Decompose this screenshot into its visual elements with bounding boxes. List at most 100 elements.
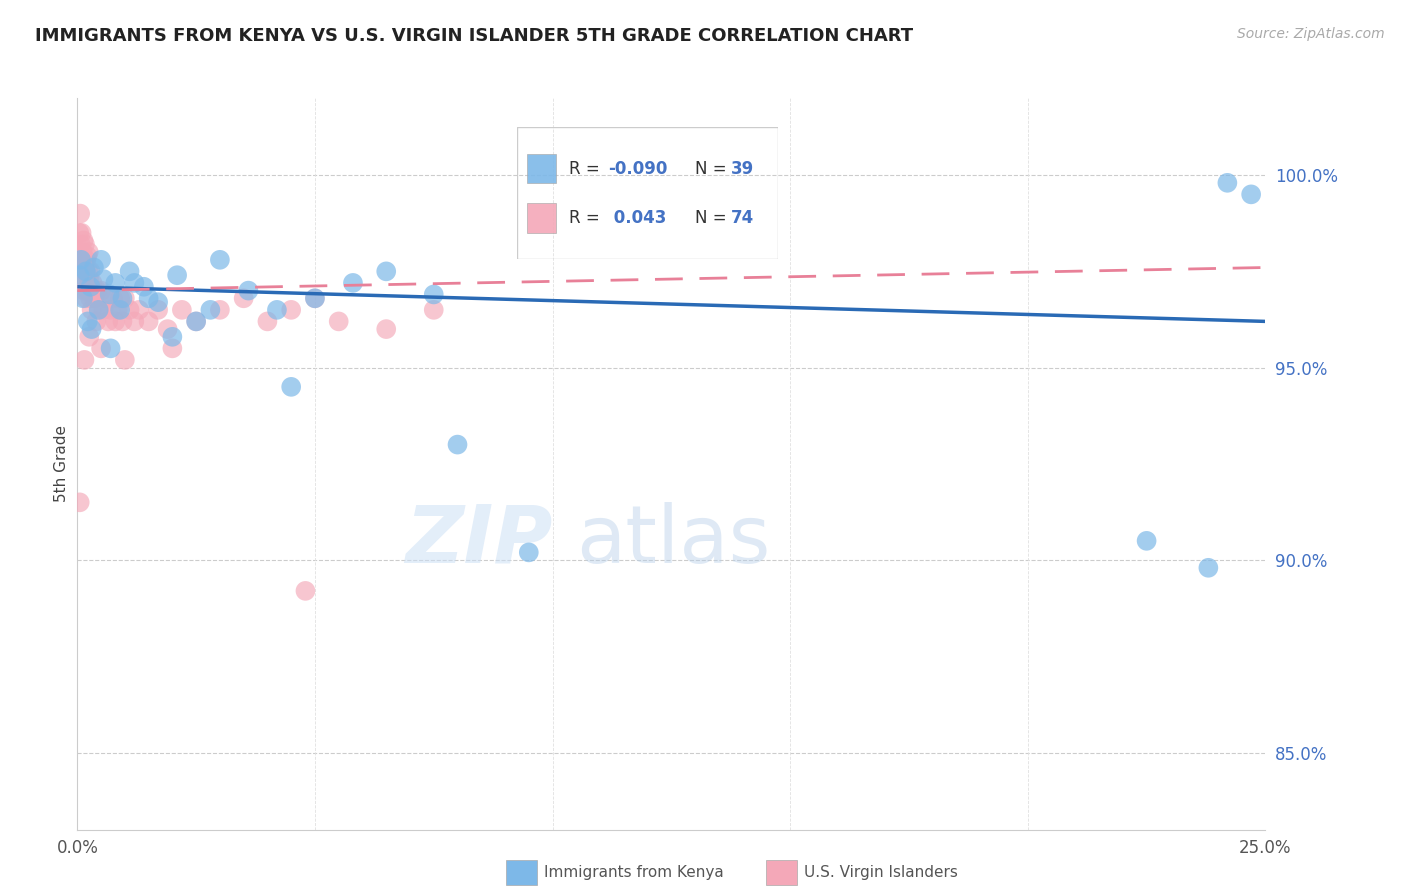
Point	[304, 291, 326, 305]
Point	[73, 252, 96, 267]
Point	[87, 302, 110, 317]
Point	[108, 291, 131, 305]
Point	[76, 249, 98, 263]
Point	[98, 287, 121, 301]
Point	[76, 284, 98, 298]
Point	[138, 314, 160, 328]
Point	[97, 314, 120, 328]
Point	[70, 252, 93, 267]
Point	[79, 279, 101, 293]
Point	[162, 330, 184, 344]
Point	[166, 268, 188, 283]
Point	[118, 264, 141, 278]
Point	[70, 264, 93, 278]
Point	[280, 380, 302, 394]
Point	[200, 302, 222, 317]
Point	[67, 226, 90, 240]
Text: ZIP: ZIP	[405, 502, 553, 580]
Point	[375, 322, 398, 336]
Point	[83, 260, 105, 275]
Point	[72, 245, 94, 260]
Point	[423, 302, 446, 317]
Point	[132, 279, 155, 293]
Point	[72, 234, 94, 248]
Point	[73, 284, 96, 298]
Point	[1240, 187, 1263, 202]
Point	[77, 264, 100, 278]
Point	[1197, 561, 1219, 575]
Point	[101, 291, 124, 305]
Point	[100, 342, 122, 356]
Point	[114, 291, 136, 305]
Text: atlas: atlas	[576, 502, 770, 580]
Point	[73, 237, 96, 252]
Text: Source: ZipAtlas.com: Source: ZipAtlas.com	[1237, 27, 1385, 41]
Point	[70, 252, 93, 267]
Point	[75, 264, 97, 278]
Point	[328, 314, 350, 328]
Point	[69, 206, 91, 220]
Point	[83, 291, 105, 305]
Text: Immigrants from Kenya: Immigrants from Kenya	[544, 865, 724, 880]
Point	[111, 314, 134, 328]
Text: IMMIGRANTS FROM KENYA VS U.S. VIRGIN ISLANDER 5TH GRADE CORRELATION CHART: IMMIGRANTS FROM KENYA VS U.S. VIRGIN ISL…	[35, 27, 914, 45]
Point	[87, 302, 110, 317]
Point	[208, 252, 231, 267]
Point	[75, 252, 97, 267]
Point	[114, 352, 136, 367]
Point	[342, 276, 364, 290]
Point	[111, 291, 134, 305]
Point	[93, 302, 115, 317]
Point	[76, 276, 98, 290]
Point	[375, 264, 398, 278]
Point	[162, 342, 184, 356]
Point	[82, 276, 104, 290]
Point	[423, 287, 446, 301]
Point	[86, 284, 108, 298]
Point	[446, 437, 468, 451]
Point	[1216, 176, 1239, 190]
Point	[90, 284, 112, 298]
Point	[77, 245, 100, 260]
Point	[186, 314, 208, 328]
Point	[232, 291, 254, 305]
Point	[146, 302, 169, 317]
Point	[118, 302, 141, 317]
Point	[93, 272, 115, 286]
Point	[79, 291, 101, 305]
Point	[72, 276, 94, 290]
Point	[107, 302, 129, 317]
Point	[80, 302, 103, 317]
Point	[69, 495, 91, 509]
Point	[67, 245, 90, 260]
Point	[186, 314, 208, 328]
Point	[73, 352, 96, 367]
Point	[84, 284, 107, 298]
Point	[294, 583, 316, 598]
Point	[70, 226, 93, 240]
Point	[90, 252, 112, 267]
Point	[146, 295, 169, 310]
Point	[90, 342, 112, 356]
Point	[304, 291, 326, 305]
Point	[75, 291, 97, 305]
Text: U.S. Virgin Islanders: U.S. Virgin Islanders	[804, 865, 957, 880]
Point	[266, 302, 288, 317]
Point	[77, 272, 100, 286]
Point	[80, 322, 103, 336]
Point	[108, 302, 131, 317]
Point	[1136, 533, 1159, 548]
Y-axis label: 5th Grade: 5th Grade	[53, 425, 69, 502]
Point	[156, 322, 179, 336]
Point	[69, 237, 91, 252]
Point	[75, 264, 97, 278]
Point	[124, 276, 146, 290]
Point	[124, 314, 146, 328]
Point	[79, 264, 101, 278]
Point	[86, 314, 108, 328]
Point	[69, 268, 91, 283]
Point	[94, 291, 117, 305]
Point	[208, 302, 231, 317]
Point	[128, 302, 150, 317]
Point	[104, 314, 127, 328]
